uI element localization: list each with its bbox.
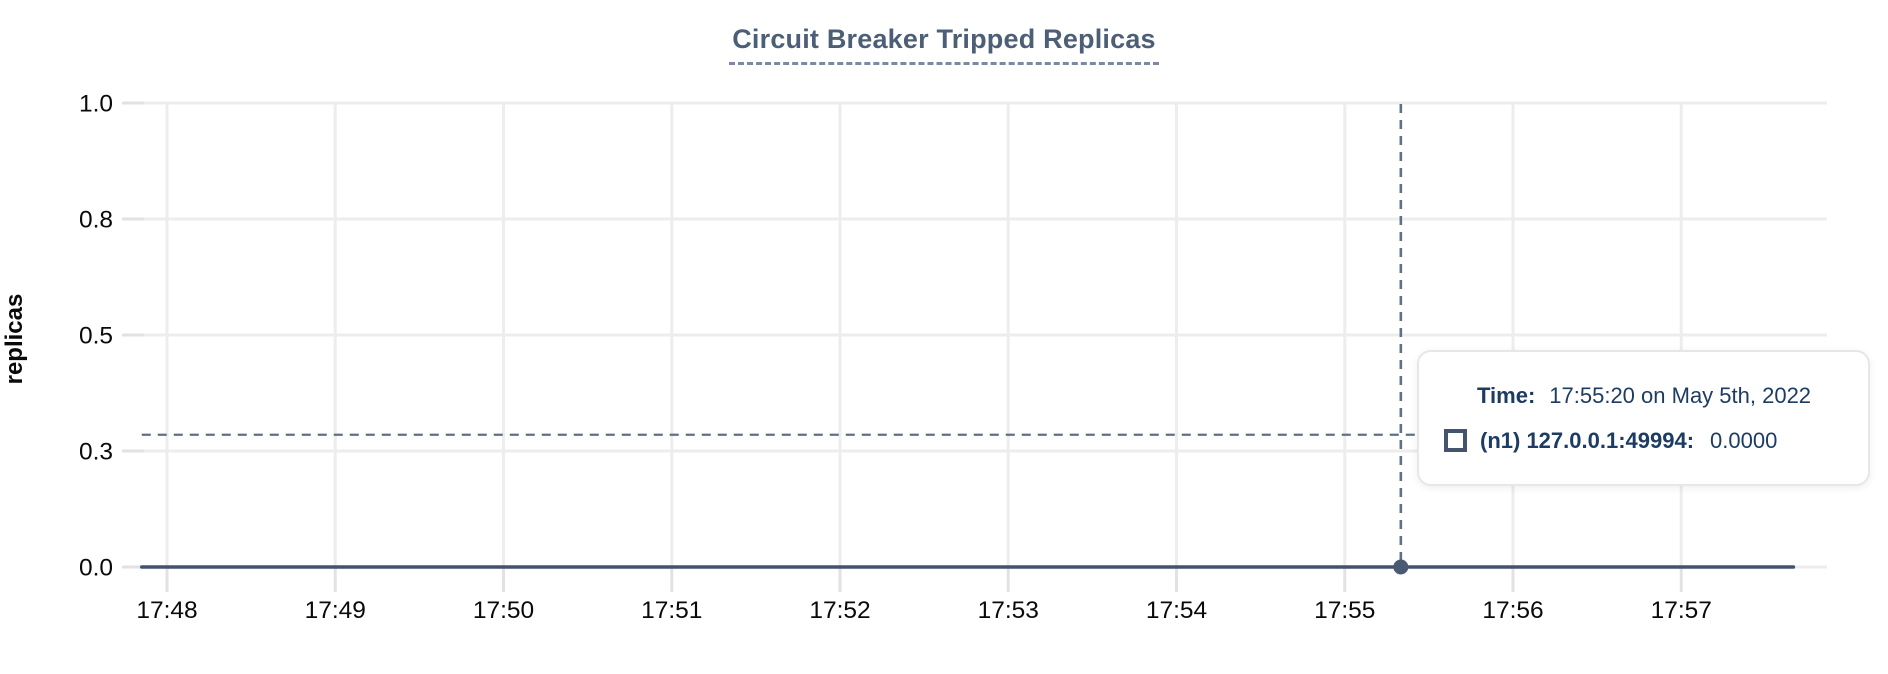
y-axis-title: replicas [1,293,28,385]
highlighted-data-point [1393,559,1409,575]
y-tick-label: 0.5 [79,323,113,350]
x-tick-label: 17:56 [1482,597,1543,624]
series-swatch-icon [1444,429,1467,452]
x-tick-label: 17:48 [136,597,197,624]
y-tick-label: 0.0 [79,555,113,582]
x-tick-label: 17:52 [809,597,870,624]
x-tick-label: 17:53 [978,597,1039,624]
x-tick-label: 17:57 [1651,597,1712,624]
x-tick-label: 17:51 [641,597,702,624]
tooltip-series-row: (n1) 127.0.0.1:49994: 0.0000 [1444,428,1868,454]
x-tick-label: 17:55 [1314,597,1375,624]
tooltip-series-value: 0.0000 [1710,427,1778,453]
hover-tooltip: Time: 17:55:20 on May 5th, 2022 (n1) 127… [1417,350,1870,486]
chart-title[interactable]: Circuit Breaker Tripped Replicas [729,24,1159,65]
tooltip-time-row: Time: 17:55:20 on May 5th, 2022 [1477,383,1868,409]
tooltip-time-label: Time: [1477,382,1536,408]
tooltip-series-label: (n1) 127.0.0.1:49994: [1480,427,1695,453]
y-tick-label: 0.8 [79,207,113,234]
x-tick-label: 17:49 [305,597,366,624]
chart-title-container: Circuit Breaker Tripped Replicas [0,24,1888,65]
tooltip-time-value: 17:55:20 on May 5th, 2022 [1549,382,1812,408]
x-tick-label: 17:50 [473,597,534,624]
x-tick-label: 17:54 [1146,597,1207,624]
y-tick-label: 1.0 [79,91,113,118]
y-tick-label: 0.3 [79,439,113,466]
